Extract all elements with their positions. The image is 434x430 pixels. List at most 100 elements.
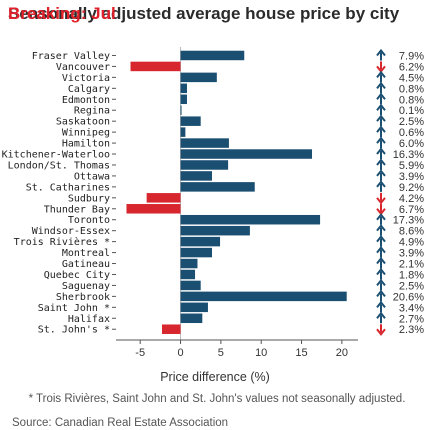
value-label: 8.6% (399, 226, 424, 238)
chart-source: Source: Canadian Real Estate Association (12, 417, 229, 429)
arrow-up-icon (376, 169, 386, 181)
x-tick-label: 5 (218, 347, 224, 359)
value-label: 16.3% (393, 149, 424, 161)
value-label: 4.5% (399, 72, 424, 84)
x-tick-label: 10 (255, 347, 267, 359)
bar (180, 72, 217, 83)
chart-title: Seasonally adjusted average house price … (8, 4, 400, 23)
value-label: 2.5% (399, 280, 424, 292)
value-label: 3.4% (399, 302, 424, 314)
arrow-up-icon (376, 213, 386, 225)
category-label: Gatineau (62, 259, 110, 270)
arrow-head (376, 328, 386, 336)
chart-footnote: * Trois Rivières, Saint John and St. Joh… (28, 393, 406, 405)
category-label: Montreal (62, 248, 110, 259)
value-label: 5.9% (399, 160, 424, 172)
bar (180, 182, 255, 192)
category-label: Regina (74, 106, 110, 117)
arrow-head (376, 245, 386, 254)
category-label: Hamilton (62, 139, 110, 150)
value-label: 6.2% (399, 61, 424, 73)
arrow-head (376, 169, 386, 177)
value-label: 4.9% (399, 237, 424, 249)
category-label: Halifax (68, 314, 110, 325)
category-label: Windsor-Essex (32, 226, 110, 237)
value-label: 0.6% (399, 127, 424, 139)
value-label: 2.3% (399, 324, 424, 336)
value-label: 6.0% (399, 138, 424, 150)
value-label: 17.3% (393, 215, 424, 227)
x-tick-label: 0 (177, 347, 183, 359)
bar (180, 171, 212, 181)
category-label: Toronto (68, 215, 110, 226)
arrow-down-icon (376, 324, 386, 336)
value-label: 0.1% (399, 105, 424, 117)
bar (180, 225, 250, 236)
arrow-head (376, 213, 386, 221)
arrow-head (376, 180, 386, 188)
bar (180, 291, 347, 302)
arrow-up-icon (376, 103, 386, 116)
bar (146, 193, 181, 203)
arrow-head (376, 289, 386, 297)
category-label: Sherbrook (56, 292, 110, 303)
category-label: Quebec City (44, 270, 110, 281)
category-label: Thunder Bay (44, 204, 110, 215)
value-label: 7.9% (399, 50, 424, 62)
arrow-head (376, 224, 386, 232)
bar (180, 149, 313, 159)
arrow-up-icon (376, 278, 386, 291)
arrow-up-icon (376, 92, 386, 105)
value-label: 6.7% (399, 204, 424, 216)
category-label: Saskatoon (56, 117, 110, 128)
bar-chart: Fraser Valley 7.9% Vancouver 6.2% Victoria 4.… (2, 47, 424, 384)
bar (180, 269, 196, 280)
bar (180, 160, 229, 170)
x-axis-title: Price difference (%) (160, 370, 270, 384)
value-label: 3.9% (399, 171, 424, 183)
arrow-up-icon (376, 245, 386, 258)
category-label: Edmonton (62, 95, 110, 106)
value-label: 4.2% (399, 193, 424, 205)
arrow-up-icon (376, 267, 386, 280)
bar (130, 61, 181, 72)
value-label: 3.9% (399, 248, 424, 260)
arrow-head (376, 256, 386, 265)
category-label: Vancouver (56, 62, 110, 73)
arrow-head (376, 197, 386, 205)
bar (180, 127, 186, 137)
category-label: Trois Rivières * (14, 236, 110, 248)
arrow-head (376, 267, 386, 276)
bar (180, 214, 321, 225)
value-label: 20.6% (393, 291, 424, 303)
bar (180, 116, 201, 126)
category-label: Winnipeg (62, 128, 110, 139)
bar (161, 324, 181, 334)
arrow-head (376, 114, 386, 122)
x-tick-label: -5 (135, 347, 145, 359)
value-label: 2.5% (399, 116, 424, 128)
arrow-up-icon (376, 81, 386, 94)
arrow-head (376, 158, 386, 166)
value-label: 1.8% (399, 269, 424, 281)
category-label: Kitchener-Waterloo (2, 150, 110, 161)
value-label: 2.7% (399, 313, 424, 325)
arrow-down-icon (376, 192, 386, 205)
category-label: London/St. Thomas (8, 160, 110, 171)
bar (180, 83, 187, 94)
arrow-head (376, 147, 386, 155)
category-label: Victoria (62, 73, 110, 84)
category-label: St. John's * (38, 325, 110, 336)
arrow-head (376, 136, 386, 144)
value-label: 0.8% (399, 94, 424, 106)
arrow-head (376, 125, 386, 133)
category-label: Saguenay (62, 281, 110, 292)
bar (180, 247, 212, 258)
bar (180, 258, 198, 269)
chart-title-area: Seasonally adjusted average house price … (8, 4, 434, 30)
arrow-up-icon (376, 70, 386, 83)
arrow-head (376, 278, 386, 287)
bar (180, 302, 208, 313)
arrow-up-icon (376, 136, 386, 149)
arrow-up-icon (376, 224, 386, 236)
